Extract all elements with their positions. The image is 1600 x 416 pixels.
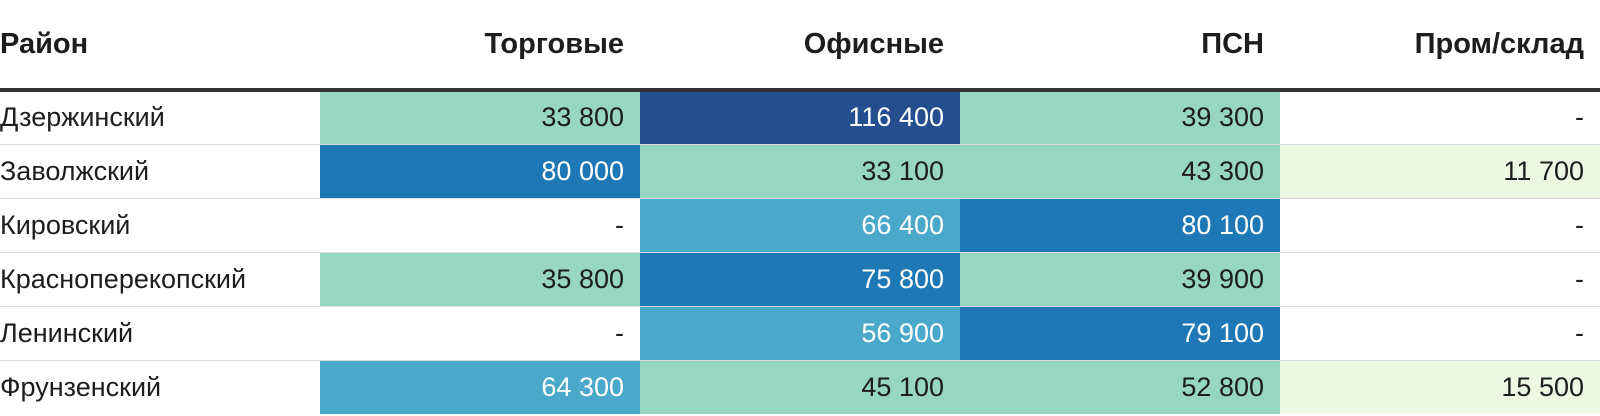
heat-cell-retail: 80 000 — [320, 143, 640, 198]
heat-cell-industrial: - — [1280, 197, 1600, 252]
heat-cell-retail: 33 800 — [320, 90, 640, 144]
heat-cell-retail: - — [320, 305, 640, 360]
district-label: Заволжский — [0, 143, 320, 198]
heat-cell-industrial: 15 500 — [1280, 359, 1600, 414]
heat-cell-office: 45 100 — [640, 359, 960, 414]
table-row: Дзержинский 33 800 116 400 39 300- — [0, 90, 1600, 144]
heat-cell-office: 75 800 — [640, 251, 960, 306]
district-label: Фрунзенский — [0, 359, 320, 414]
heat-cell-psn: 79 100 — [960, 305, 1280, 360]
column-header-office: Офисные — [640, 0, 960, 92]
heat-cell-industrial: - — [1280, 305, 1600, 360]
heat-cell-office: 56 900 — [640, 305, 960, 360]
column-header-retail: Торговые — [320, 0, 640, 92]
column-header-industrial: Пром/склад — [1280, 0, 1600, 92]
heat-cell-office: 33 100 — [640, 143, 960, 198]
district-label: Дзержинский — [0, 102, 165, 133]
table-row: Кировский -66 400 80 100- — [0, 197, 1600, 252]
heat-cell-retail: - — [320, 197, 640, 252]
heat-cell-psn: 80 100 — [960, 197, 1280, 252]
heat-cell-psn: 39 900 — [960, 251, 1280, 306]
column-header-district: Район — [0, 0, 320, 92]
table-row: Фрунзенский 64 300 45 100 52 800 15 500 — [0, 359, 1600, 414]
heat-cell-psn: 52 800 — [960, 359, 1280, 414]
table-row: Ленинский -56 900 79 100- — [0, 305, 1600, 360]
table-body: Дзержинский 33 800 116 400 39 300- Заволжски… — [0, 90, 1600, 414]
column-header-psn: ПСН — [960, 0, 1280, 92]
heat-cell-psn: 43 300 — [960, 143, 1280, 198]
heat-cell-industrial: 11 700 — [1280, 143, 1600, 198]
table-row: Красноперекопский 35 800 75 800 39 900- — [0, 251, 1600, 306]
heat-cell-office: 116 400 — [640, 90, 960, 144]
heat-cell-retail: 35 800 — [320, 251, 640, 306]
header-row: Район Торговые Офисные ПСН Пром/склад — [0, 0, 1600, 92]
table-row: Заволжский 80 000 33 100 43 300 11 700 — [0, 143, 1600, 198]
heat-cell-industrial: - — [1280, 251, 1600, 306]
heat-cell-psn: 39 300 — [960, 90, 1280, 144]
district-label: Кировский — [0, 197, 320, 252]
heat-cell-industrial: - — [1280, 90, 1600, 144]
heat-cell-retail: 64 300 — [320, 359, 640, 414]
district-label: Красноперекопский — [0, 251, 320, 306]
district-label: Ленинский — [0, 305, 320, 360]
heat-cell-office: 66 400 — [640, 197, 960, 252]
